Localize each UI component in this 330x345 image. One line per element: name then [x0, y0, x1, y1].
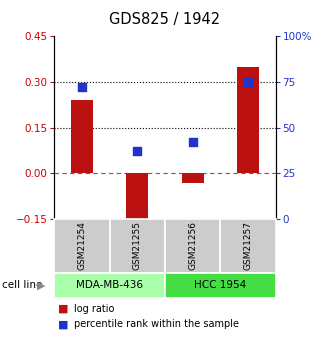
Text: GSM21256: GSM21256 — [188, 221, 197, 270]
Text: ■: ■ — [58, 319, 68, 329]
Text: GSM21254: GSM21254 — [78, 221, 86, 270]
Bar — [237, 67, 259, 173]
Text: log ratio: log ratio — [74, 304, 115, 314]
Point — [245, 79, 250, 85]
Point — [135, 149, 140, 154]
Text: GDS825 / 1942: GDS825 / 1942 — [110, 12, 220, 27]
Bar — [71, 100, 93, 173]
Text: GSM21257: GSM21257 — [244, 221, 252, 270]
Text: percentile rank within the sample: percentile rank within the sample — [74, 319, 239, 329]
Text: ▶: ▶ — [37, 280, 46, 290]
Point — [80, 85, 85, 90]
Text: HCC 1954: HCC 1954 — [194, 280, 247, 290]
Text: MDA-MB-436: MDA-MB-436 — [76, 280, 143, 290]
Bar — [182, 173, 204, 183]
Bar — [126, 173, 148, 225]
Text: GSM21255: GSM21255 — [133, 221, 142, 270]
Text: cell line: cell line — [2, 280, 42, 290]
Point — [190, 139, 195, 145]
Text: ■: ■ — [58, 304, 68, 314]
